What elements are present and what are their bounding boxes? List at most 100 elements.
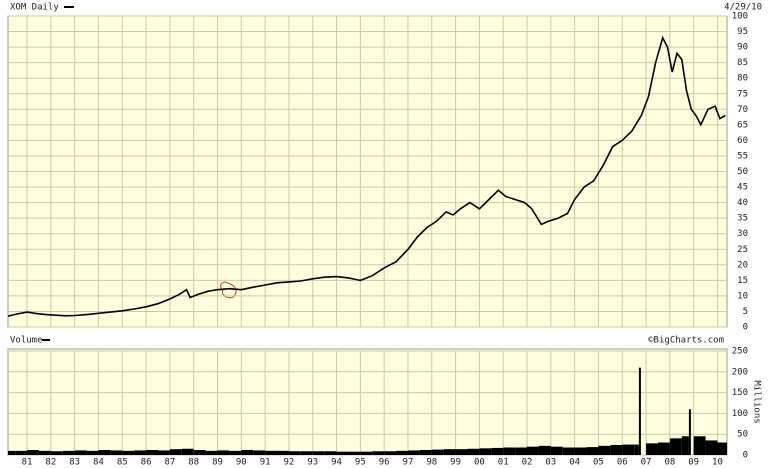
volume-bar [407,450,420,455]
x-tick-label: 93 [307,458,318,468]
volume-bar [669,438,682,455]
price-line [7,35,726,317]
volume-panel [7,348,728,456]
x-tick-label: 04 [569,458,580,468]
volume-bar [586,447,599,455]
volume-bar [193,450,206,455]
volume-bar [110,450,123,455]
volume-bar [241,450,254,455]
y-tick-label: 95 [737,27,748,37]
volume-bar [384,451,397,455]
x-tick-label: 90 [236,458,247,468]
y-tick-label: 200 [732,367,748,377]
volume-bar [515,447,528,455]
y-tick-label: 45 [737,183,748,193]
volume-title: Volume [10,336,43,346]
x-tick-label: 06 [617,458,628,468]
volume-bar [122,450,135,455]
volume-bar [98,450,111,455]
volume-bar [360,451,373,455]
volume-bar [324,451,337,455]
x-tick-label: 03 [545,458,556,468]
volume-bar [638,367,641,455]
volume-bar [527,446,539,455]
y-tick-label: 250 [732,347,748,357]
volume-bar [300,451,313,455]
volume-bar [27,450,39,455]
volume-bar [646,443,658,455]
volume-bar [681,436,689,455]
volume-bar [634,444,639,455]
volume-bar [181,448,194,455]
y-tick-label: 100 [732,12,748,22]
volume-bar [50,451,63,455]
y-tick-label: 15 [737,276,748,286]
volume-bar [205,450,218,455]
volume-bar [74,450,87,455]
x-tick-label: 10 [712,458,723,468]
volume-bar [62,450,75,455]
volume-bar [562,447,575,455]
volume-bar [491,447,504,455]
y-tick-label: 0 [743,323,748,333]
volume-bar [467,448,480,455]
volume-bar [419,450,432,455]
y-tick-label: 40 [737,198,748,208]
volume-bar [217,450,230,455]
y-tick-label: 50 [737,430,748,440]
volume-bar [622,444,635,455]
x-tick-label: 98 [426,458,437,468]
volume-bar [693,436,706,455]
volume-bar [657,442,670,455]
x-tick-label: 81 [22,458,33,468]
x-tick-label: 91 [260,458,271,468]
y-tick-label: 75 [737,89,748,99]
chart-title: XOM Daily [10,3,59,13]
y-tick-label: 80 [737,74,748,84]
x-tick-label: 85 [117,458,128,468]
volume-bar [253,450,266,455]
volume-bar [146,450,158,455]
source: ©BigCharts.com [648,336,724,346]
y-tick-label: 85 [737,58,748,68]
volume-bar [265,450,278,455]
y-tick-label: 90 [737,43,748,53]
x-tick-label: 84 [93,458,104,468]
y-tick-label: 60 [737,136,748,146]
x-tick-label: 94 [331,458,342,468]
volume-bar [503,447,516,455]
date: 4/29/10 [724,3,762,13]
y-tick-label: 100 [732,409,748,419]
x-tick-label: 00 [474,458,485,468]
volume-bar [312,451,325,455]
volume-bar [169,449,182,455]
volume-bar [8,450,16,455]
y-tick-label: 35 [737,214,748,224]
volume-bar [348,451,361,455]
x-tick-label: 87 [164,458,175,468]
volume-bar [550,446,563,455]
x-tick-label: 82 [45,458,56,468]
x-tick-label: 01 [498,458,509,468]
x-tick-label: 96 [379,458,390,468]
volume-bar [134,450,147,455]
volume-bar [431,449,444,455]
volume-bar [229,450,242,455]
x-tick-label: 97 [403,458,414,468]
volume-bar [479,448,492,455]
y-tick-label: 10 [737,291,748,301]
volume-bar [443,449,456,455]
y-tick-label: 70 [737,105,748,115]
volume-bar [277,450,289,455]
x-tick-label: 86 [141,458,152,468]
y-tick-label: 5 [743,307,748,317]
volume-bar [157,450,170,455]
volume-bar [455,449,468,455]
x-tick-label: 09 [688,458,699,468]
volume-bar [574,447,587,455]
x-tick-label: 08 [664,458,675,468]
x-tick-label: 83 [69,458,80,468]
volume-bar [717,442,727,455]
volume-bar [688,409,691,455]
volume-bar [38,450,51,455]
